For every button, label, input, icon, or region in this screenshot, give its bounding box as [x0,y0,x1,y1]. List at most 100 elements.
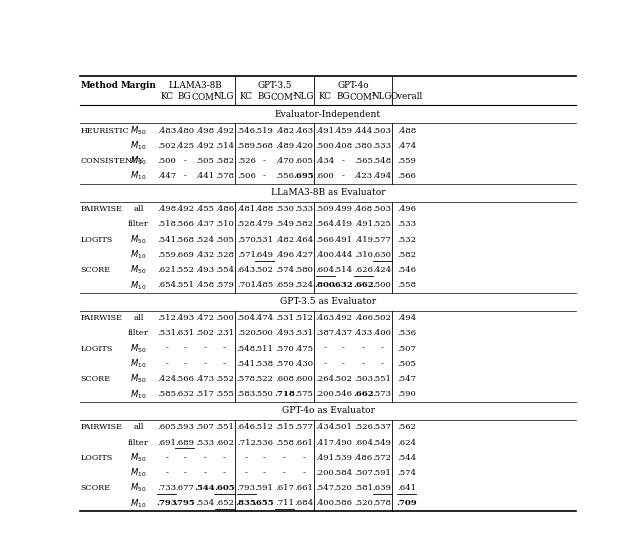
Text: -: - [283,469,286,477]
Text: .492: .492 [215,127,234,135]
Text: .400: .400 [372,329,392,338]
Text: .589: .589 [237,142,255,150]
Text: .400: .400 [316,500,335,507]
Text: .444: .444 [333,251,353,259]
Text: .733: .733 [157,484,177,492]
Text: .608: .608 [275,375,294,383]
Text: .538: .538 [255,360,273,368]
Text: -: - [342,172,344,180]
Text: SCORE: SCORE [81,266,111,274]
Text: .528: .528 [215,251,234,259]
Text: .499: .499 [333,205,353,213]
Text: $M_{10}$: $M_{10}$ [131,357,147,370]
Text: -: - [223,345,226,352]
Text: .691: .691 [157,439,176,446]
Text: .795: .795 [174,500,195,507]
Text: .579: .579 [215,281,234,289]
Text: .536: .536 [397,329,416,338]
Text: filter: filter [128,329,149,338]
Text: .573: .573 [372,390,392,399]
Text: -: - [165,360,168,368]
Text: .582: .582 [294,220,313,228]
Text: .494: .494 [397,314,416,322]
Text: .470: .470 [275,157,294,165]
Text: BG: BG [336,92,349,101]
Text: LLAMA3-8B: LLAMA3-8B [169,81,222,90]
Text: .491: .491 [316,127,335,135]
Text: .659: .659 [275,281,294,289]
Text: PAIRWISE: PAIRWISE [81,314,122,322]
Text: .420: .420 [294,142,313,150]
Text: .400: .400 [316,251,335,259]
Text: .492: .492 [195,142,214,150]
Text: .689: .689 [175,439,194,446]
Text: Margin: Margin [120,81,156,90]
Text: .578: .578 [215,172,234,180]
Text: -: - [381,345,383,352]
Text: -: - [223,469,226,477]
Text: -: - [165,345,168,352]
Text: .498: .498 [195,127,214,135]
Text: .585: .585 [157,390,176,399]
Text: .662: .662 [353,390,374,399]
Text: .578: .578 [372,500,392,507]
Text: all: all [133,423,144,432]
Text: KC: KC [239,92,253,101]
Text: -: - [183,172,186,180]
Text: .548: .548 [372,157,392,165]
Text: .531: .531 [275,314,294,322]
Text: -: - [302,454,305,462]
Text: .546: .546 [333,390,353,399]
Text: .533: .533 [294,205,313,213]
Text: .463: .463 [316,314,335,322]
Text: .684: .684 [294,500,313,507]
Text: .447: .447 [157,172,177,180]
Text: -: - [262,157,266,165]
Text: .491: .491 [333,236,353,244]
Text: .562: .562 [397,423,416,432]
Text: .525: .525 [372,220,392,228]
Text: COM$^2$: COM$^2$ [191,91,219,103]
Text: .468: .468 [354,205,372,213]
Text: .501: .501 [333,423,352,432]
Text: -: - [262,454,266,462]
Text: .387: .387 [316,329,335,338]
Text: SCORE: SCORE [81,484,111,492]
Text: CONSISTENCY: CONSISTENCY [81,157,144,165]
Text: .424: .424 [372,266,392,274]
Text: PAIRWISE: PAIRWISE [81,205,122,213]
Text: $M_{10}$: $M_{10}$ [131,467,147,479]
Text: .486: .486 [354,454,372,462]
Text: .437: .437 [333,329,353,338]
Text: .489: .489 [275,142,294,150]
Text: .577: .577 [372,236,392,244]
Text: .425: .425 [175,142,194,150]
Text: -: - [342,360,344,368]
Text: $M_{10}$: $M_{10}$ [131,388,147,401]
Text: .496: .496 [397,205,416,213]
Text: .504: .504 [237,314,255,322]
Text: all: all [133,205,144,213]
Text: .566: .566 [175,220,194,228]
Text: .701: .701 [237,281,255,289]
Text: .496: .496 [275,251,294,259]
Text: .548: .548 [237,345,256,352]
Text: .590: .590 [397,390,416,399]
Text: .549: .549 [372,439,392,446]
Text: -: - [204,360,207,368]
Text: .437: .437 [195,220,214,228]
Text: .536: .536 [255,439,273,446]
Text: .514: .514 [333,266,353,274]
Text: .510: .510 [215,220,234,228]
Text: .546: .546 [397,266,416,274]
Text: .511: .511 [255,345,273,352]
Text: Method: Method [81,81,118,90]
Text: .549: .549 [275,220,294,228]
Text: $M_{50}$: $M_{50}$ [131,343,147,355]
Text: -: - [183,469,186,477]
Text: .507: .507 [397,345,416,352]
Text: .514: .514 [215,142,234,150]
Text: .506: .506 [237,172,255,180]
Text: -: - [362,360,365,368]
Text: LOGITS: LOGITS [81,236,113,244]
